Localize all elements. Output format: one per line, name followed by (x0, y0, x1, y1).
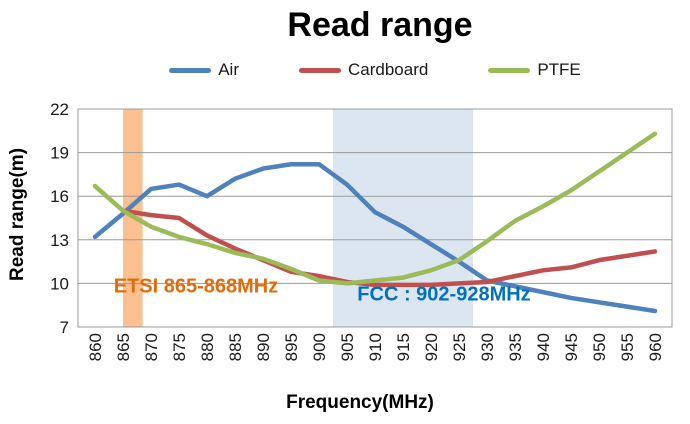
x-tick-label: 945 (562, 333, 581, 361)
x-tick-label: 890 (254, 333, 273, 361)
x-tick-label: 865 (114, 333, 133, 361)
plot-border (77, 108, 673, 328)
x-tick-label: 960 (646, 333, 665, 361)
legend-item-ptfe: PTFE (488, 60, 581, 80)
chart-title: Read range (287, 6, 473, 44)
ptfe-line-marker (488, 67, 531, 73)
x-tick-label: 950 (590, 333, 609, 361)
legend-item-air: Air (169, 60, 239, 80)
x-tick-label: 940 (534, 333, 553, 361)
x-tick-label: 910 (366, 333, 385, 361)
x-tick-label: 860 (86, 333, 105, 361)
legend-label-cardboard: Cardboard (348, 60, 429, 79)
y-tick-label: 19 (50, 144, 69, 163)
series-line-cardboard (120, 208, 658, 288)
legend: Air Cardboard PTFE (60, 60, 690, 80)
x-tick-label: 935 (506, 333, 525, 361)
x-tick-label: 915 (394, 333, 413, 361)
x-tick-label: 930 (478, 333, 497, 361)
legend-item-cardboard: Cardboard (299, 60, 428, 80)
fcc-band (333, 109, 473, 327)
y-tick-label: 10 (50, 274, 69, 293)
x-tick-label: 925 (450, 333, 469, 361)
cardboard-line-marker (299, 67, 341, 73)
x-tick-label: 920 (422, 333, 441, 361)
x-tick-label: 895 (282, 333, 301, 361)
x-tick-label: 885 (226, 333, 245, 361)
x-tick-label: 875 (170, 333, 189, 361)
x-tick-label: 905 (338, 333, 357, 361)
x-tick-label: 880 (198, 333, 217, 361)
x-tick-label: 900 (310, 333, 329, 361)
x-tick-label: 870 (142, 333, 161, 361)
y-tick-label: 16 (50, 187, 69, 206)
fcc-band-label: FCC : 902-928MHz (357, 283, 531, 306)
x-tick-label: 955 (618, 333, 637, 361)
legend-label-ptfe: PTFE (537, 60, 581, 79)
y-tick-label: 22 (50, 100, 69, 119)
air-line-marker (169, 67, 212, 73)
y-tick-label: 7 (60, 318, 69, 337)
series-line-ptfe (92, 131, 658, 286)
series-line-air (92, 161, 658, 314)
legend-label-air: Air (218, 60, 239, 79)
y-tick-label: 13 (50, 231, 69, 250)
y-axis-title: Read range(m) (7, 147, 28, 281)
etsi-band-label: ETSI 865-868MHz (113, 275, 279, 298)
x-axis-title: Frequency(MHz) (286, 392, 434, 413)
